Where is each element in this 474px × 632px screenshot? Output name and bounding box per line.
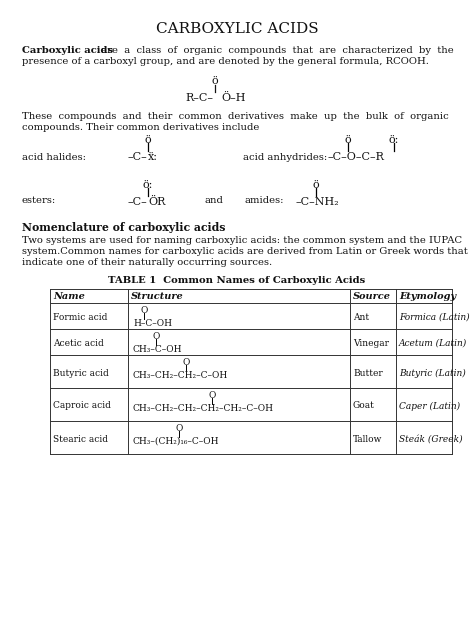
Text: system.Common names for carboxylic acids are derived from Latin or Greek words t: system.Common names for carboxylic acids… <box>22 247 468 256</box>
Text: CH₃–CH₂–CH₂–C–OH: CH₃–CH₂–CH₂–C–OH <box>133 371 228 380</box>
Text: Acetum (Latin): Acetum (Latin) <box>399 339 467 348</box>
Text: ö: ö <box>313 180 319 190</box>
Text: O: O <box>209 391 216 400</box>
Text: presence of a carboxyl group, and are denoted by the general formula, RCOOH.: presence of a carboxyl group, and are de… <box>22 57 429 66</box>
Text: Two systems are used for naming carboxylic acids: the common system and the IUPA: Two systems are used for naming carboxyl… <box>22 236 462 245</box>
Text: ö: ö <box>212 76 219 86</box>
Text: amides:: amides: <box>245 196 284 205</box>
Text: esters:: esters: <box>22 196 56 205</box>
Text: –C–NH₂: –C–NH₂ <box>296 197 340 207</box>
Text: Carboxylic acids: Carboxylic acids <box>22 46 113 55</box>
Text: O: O <box>176 424 183 433</box>
Text: and: and <box>205 196 224 205</box>
Text: Stearic acid: Stearic acid <box>53 435 108 444</box>
Text: Vinegar: Vinegar <box>353 339 389 348</box>
Text: Butyric (Latin): Butyric (Latin) <box>399 368 466 378</box>
Text: ö: ö <box>145 135 151 145</box>
Text: O: O <box>153 332 160 341</box>
Text: CH₃–CH₂–CH₂–CH₂–CH₂–C–OH: CH₃–CH₂–CH₂–CH₂–CH₂–C–OH <box>133 404 274 413</box>
Text: Ant: Ant <box>353 313 369 322</box>
Text: Etymology: Etymology <box>399 292 456 301</box>
Text: Formica (Latin): Formica (Latin) <box>399 313 470 322</box>
Text: ö:: ö: <box>143 180 153 190</box>
Text: indicate one of their naturally occurring sources.: indicate one of their naturally occurrin… <box>22 258 272 267</box>
Text: Structure: Structure <box>131 292 184 301</box>
Text: Caproic acid: Caproic acid <box>53 401 111 411</box>
Text: Acetic acid: Acetic acid <box>53 339 104 348</box>
Text: Caper (Latin): Caper (Latin) <box>399 401 460 411</box>
Text: TABLE 1  Common Names of Carboxylic Acids: TABLE 1 Common Names of Carboxylic Acids <box>109 276 365 285</box>
Text: Name: Name <box>53 292 85 301</box>
Text: CARBOXYLIC ACIDS: CARBOXYLIC ACIDS <box>155 22 319 36</box>
Text: ö:: ö: <box>389 135 399 145</box>
Text: ÖR: ÖR <box>148 197 165 207</box>
Text: are  a  class  of  organic  compounds  that  are  characterized  by  the: are a class of organic compounds that ar… <box>98 46 454 55</box>
Text: Nomenclature of carboxylic acids: Nomenclature of carboxylic acids <box>22 222 226 233</box>
Text: ö: ö <box>345 135 351 145</box>
Text: Butyric acid: Butyric acid <box>53 368 109 377</box>
Text: H–C–OH: H–C–OH <box>133 319 172 328</box>
Text: –C–O–C–R: –C–O–C–R <box>328 152 385 162</box>
Text: Formic acid: Formic acid <box>53 313 108 322</box>
Text: –C–: –C– <box>128 197 148 207</box>
Text: acid anhydrides:: acid anhydrides: <box>243 153 327 162</box>
Text: Source: Source <box>353 292 391 301</box>
Text: Ö–H: Ö–H <box>221 93 246 103</box>
Text: R–C–: R–C– <box>185 93 213 103</box>
Text: O: O <box>183 358 191 367</box>
Text: CH₃–(CH₂)₁₆–C–OH: CH₃–(CH₂)₁₆–C–OH <box>133 437 219 446</box>
Text: These  compounds  and  their  common  derivatives  make  up  the  bulk  of  orga: These compounds and their common derivat… <box>22 112 449 121</box>
Text: compounds. Their common derivatives include: compounds. Their common derivatives incl… <box>22 123 259 132</box>
Text: ẍ:: ẍ: <box>148 152 158 162</box>
Text: Butter: Butter <box>353 368 383 377</box>
Text: Steák (Greek): Steák (Greek) <box>399 435 463 444</box>
Text: Goat: Goat <box>353 401 375 411</box>
Text: acid halides:: acid halides: <box>22 153 86 162</box>
Text: CH₃–C–OH: CH₃–C–OH <box>133 345 182 354</box>
Text: Tallow: Tallow <box>353 435 383 444</box>
Text: O: O <box>141 306 148 315</box>
Text: –C–: –C– <box>128 152 148 162</box>
